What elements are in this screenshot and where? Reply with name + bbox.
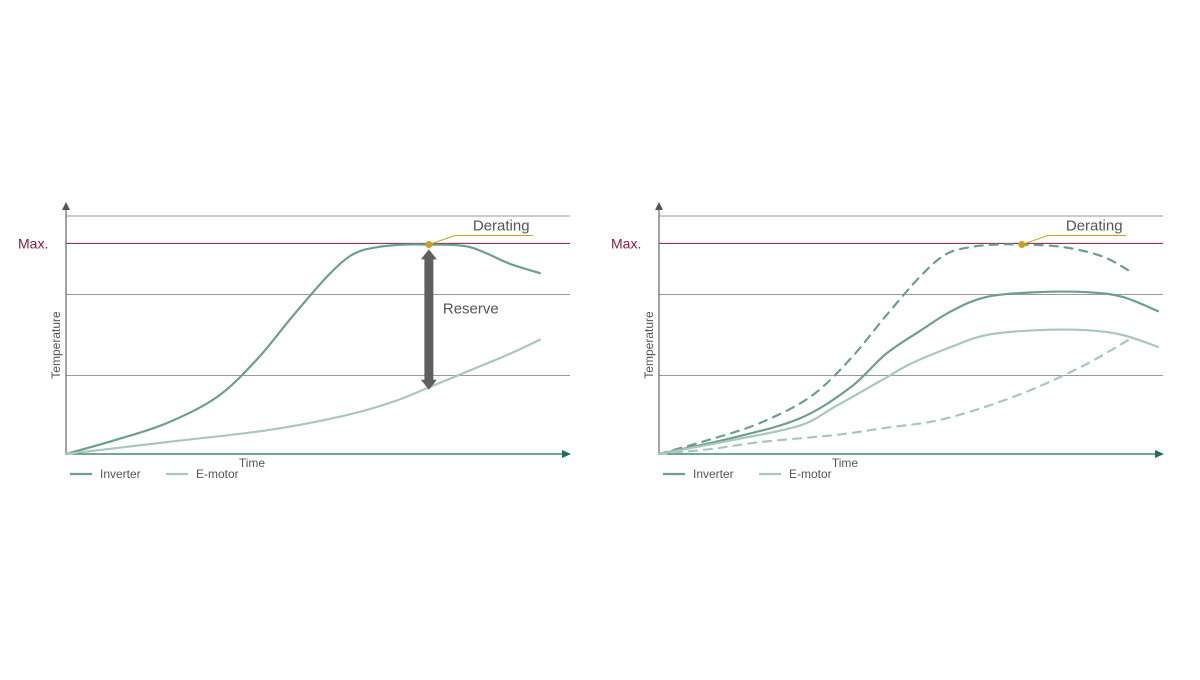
max-label: Max. <box>18 235 48 251</box>
x-axis-label: Time <box>239 456 266 470</box>
x-axis-arrow <box>562 450 571 458</box>
chart-panel-1: Max. Time Temperature Derating Reserve Invert… <box>18 202 571 481</box>
reserve-arrow-head-bottom <box>420 379 437 390</box>
reserve-arrow-head-top <box>420 249 437 260</box>
series-line-e-motor-dashed-4 <box>657 336 1134 456</box>
chart-panel-2: Max. Time Temperature Derating Inverter E-mot… <box>611 202 1164 481</box>
derating-leader <box>1021 235 1126 246</box>
x-axis-arrow <box>1155 450 1164 458</box>
y-axis-arrow <box>62 202 70 210</box>
legend-label-inverter: Inverter <box>693 467 734 481</box>
legend-label-e-motor: E-motor <box>789 467 832 481</box>
x-axis-label: Time <box>832 456 859 470</box>
series-line-inverter-dashed-1 <box>657 243 1134 456</box>
y-axis-label: Temperature <box>642 311 656 379</box>
series-line-inverter-solid-1 <box>64 243 541 456</box>
derating-label: Derating <box>473 218 530 235</box>
legend-label-e-motor: E-motor <box>196 467 239 481</box>
series-line-e-motor-solid-2 <box>64 338 541 456</box>
max-label: Max. <box>611 235 641 251</box>
derating-leader <box>428 235 533 246</box>
derating-marker <box>1018 241 1026 249</box>
reserve-label: Reserve <box>443 301 499 318</box>
legend-label-inverter: Inverter <box>100 467 141 481</box>
series-line-e-motor-solid-3 <box>657 328 1160 456</box>
derating-marker <box>425 241 433 249</box>
y-axis-arrow <box>655 202 663 210</box>
series-line-inverter-solid-2 <box>657 290 1160 456</box>
y-axis-label: Temperature <box>49 311 63 379</box>
derating-label: Derating <box>1066 218 1123 235</box>
